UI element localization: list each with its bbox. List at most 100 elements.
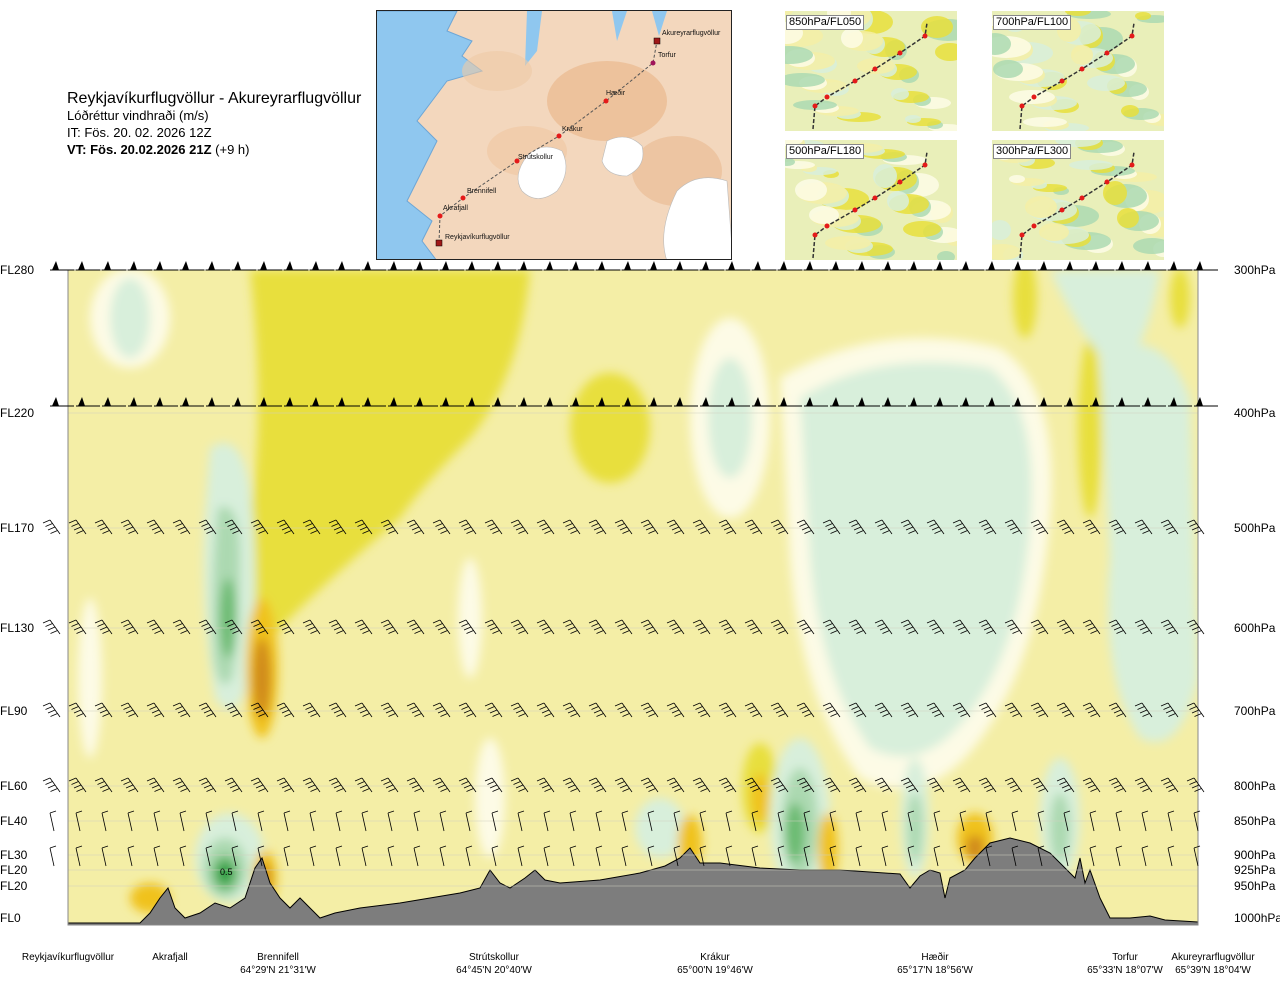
wind-barb (491, 845, 499, 867)
wind-barb (1108, 777, 1127, 793)
wind-barb (198, 702, 217, 718)
wind-barb (432, 519, 451, 535)
wind-barb (770, 777, 789, 793)
map-label-brennifell: Brennifell (467, 188, 497, 195)
wind-barb (1082, 702, 1101, 718)
wind-barb (726, 261, 750, 271)
wind-barb (1038, 397, 1062, 407)
wind-barb (978, 519, 997, 535)
wind-barb (856, 397, 880, 407)
wind-barb (302, 619, 321, 635)
thumbnail-850hpa[interactable]: 850hPa/FL050 (785, 11, 957, 131)
wind-barb (180, 397, 204, 407)
wind-barb (1082, 619, 1101, 635)
wind-barb (640, 777, 659, 793)
wind-barb (75, 845, 83, 867)
wind-barb (621, 845, 629, 867)
right-axis-label: 925hPa (1234, 863, 1276, 877)
wind-barb (284, 261, 308, 271)
wind-barb (432, 619, 451, 635)
wind-barb (900, 519, 919, 535)
wind-barb (283, 845, 291, 867)
wind-barb (830, 261, 854, 271)
wind-barb (413, 845, 421, 867)
thumbnail-700hpa[interactable]: 700hPa/FL100 (992, 11, 1164, 131)
wind-barb (1082, 777, 1101, 793)
wind-barb (751, 810, 759, 832)
left-axis-label: FL170 (0, 521, 34, 535)
wind-barb (1063, 845, 1071, 867)
wind-barb (1134, 519, 1153, 535)
thumbnail-field (992, 244, 1021, 260)
right-axis-label: 300hPa (1234, 263, 1276, 277)
wind-barb (388, 261, 412, 271)
wind-barb (666, 702, 685, 718)
thumbnail-field (785, 11, 793, 15)
wind-barb (250, 702, 269, 718)
wind-barb (1082, 519, 1101, 535)
wind-barb (1089, 845, 1097, 867)
wind-barb (94, 702, 113, 718)
wind-barb (1004, 702, 1023, 718)
wind-barb (699, 845, 707, 867)
wind-barb (1037, 810, 1045, 832)
right-axis-label: 400hPa (1234, 406, 1276, 420)
thumbnail-field (825, 236, 871, 250)
wind-barb (354, 777, 373, 793)
wind-barb (770, 702, 789, 718)
wind-barb (666, 519, 685, 535)
thumbnail-waypoint (897, 179, 903, 185)
wind-barb (1194, 397, 1218, 407)
wind-barb (361, 845, 369, 867)
wind-barb (777, 845, 785, 867)
wind-barb (725, 810, 733, 832)
wind-barb (1142, 397, 1166, 407)
wind-barb (432, 777, 451, 793)
right-axis-label: 600hPa (1234, 621, 1276, 635)
wind-barb (439, 810, 447, 832)
wind-barb (380, 519, 399, 535)
wind-barb (1160, 519, 1179, 535)
wind-barb (102, 397, 126, 407)
wind-barb (153, 845, 161, 867)
thumbnail-300hpa[interactable]: 300hPa/FL300 (992, 140, 1164, 260)
wind-barb (907, 810, 915, 832)
wind-barb (328, 619, 347, 635)
wind-barb (544, 397, 568, 407)
wind-barb (543, 810, 551, 832)
wind-barb (1063, 810, 1071, 832)
wind-barb (647, 845, 655, 867)
wind-barb (466, 261, 490, 271)
wind-barb (406, 702, 425, 718)
wind-barb (146, 619, 165, 635)
thumbnail-field (785, 158, 795, 166)
wind-barb (232, 397, 256, 407)
wind-barb (414, 261, 438, 271)
wind-barb (42, 619, 61, 635)
wind-barb (49, 845, 57, 867)
wind-barb (127, 810, 135, 832)
thumbnail-500hpa[interactable]: 500hPa/FL180 (785, 140, 957, 260)
wind-barb (387, 845, 395, 867)
left-axis-label: FL130 (0, 621, 34, 635)
wind-barb (120, 702, 139, 718)
wind-barb (796, 619, 815, 635)
wind-barb (570, 261, 594, 271)
wind-barb (926, 777, 945, 793)
wind-barb (179, 845, 187, 867)
thumbnail-field (1023, 117, 1067, 127)
wind-barb (822, 519, 841, 535)
thumbnail-field (809, 206, 839, 224)
wind-barb (718, 702, 737, 718)
thumbnail-field (785, 73, 825, 87)
wind-barb (146, 777, 165, 793)
wind-barb (518, 261, 542, 271)
wind-barb (1030, 519, 1049, 535)
wind-barb (258, 261, 282, 271)
wind-barb (328, 777, 347, 793)
location-label: Torfur (1112, 952, 1138, 963)
wind-barb (907, 845, 915, 867)
wind-barb (154, 397, 178, 407)
wind-barb (68, 619, 87, 635)
wind-barb (465, 845, 473, 867)
